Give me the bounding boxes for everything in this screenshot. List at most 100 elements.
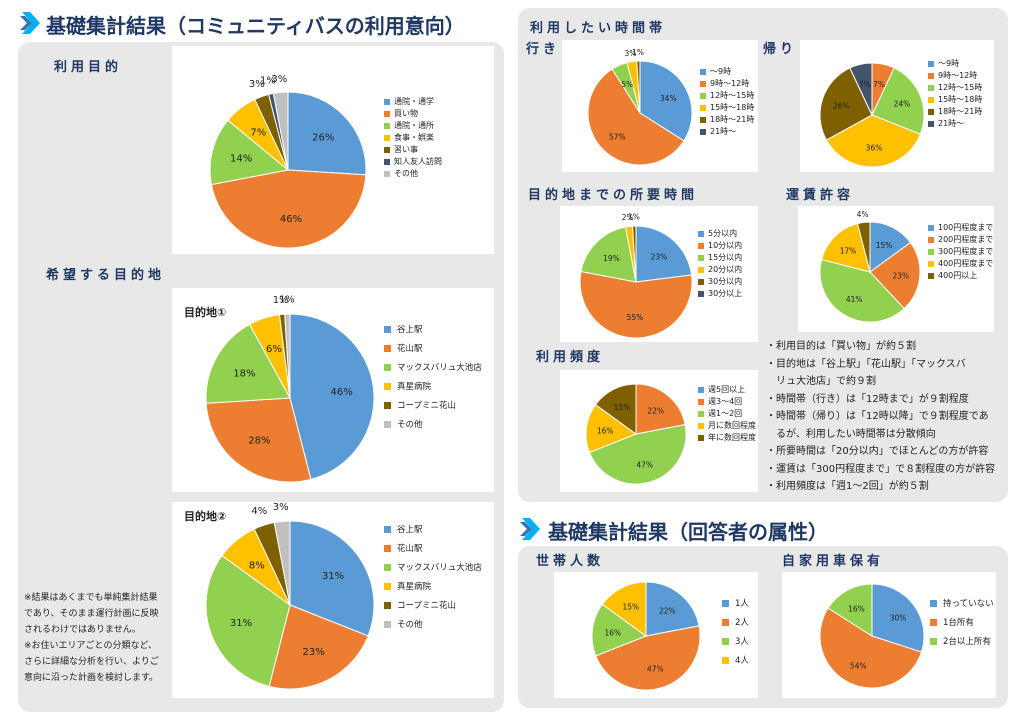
legend-swatch [700,69,706,75]
legend-label: 30分以上 [708,289,743,298]
dest2-legend-item-0: 谷上駅 [384,520,482,539]
legend-label: 21時～ [710,127,737,136]
dest1-label-0: 46% [331,387,353,398]
freq-label-3: 16% [597,427,614,436]
freq-label-1: 22% [647,407,664,416]
footnote-line-1: であり、そのまま運行計画に反映 [24,609,159,619]
household-legend-item-0: 1人 [722,594,749,613]
freq-pie-chart: 22% 47% 16% 15% [585,383,687,485]
legend-swatch [384,99,390,105]
purpose-legend: 通院・通学 買い物 通院・通所 食事・娯楽 習い事 知人友人訪問 その他 [384,96,442,180]
dest2-label-5: 3% [273,502,289,513]
travel-pie-chart: 23% 55% 19% 2%1% [579,212,693,339]
legend-swatch [384,364,391,371]
car-slice-1 [819,607,923,689]
household-label-3: 15% [622,603,639,612]
note-line-5: るが、利用したい時間帯は分散傾向 [766,428,936,440]
legend-swatch [698,423,704,429]
legend-swatch [698,291,704,297]
go-legend: ～9時 9時～12時 12時～15時 15時～18時 18時～21時 21時～ [700,66,754,138]
legend-label: 400円程度まで [938,259,994,268]
legend-swatch [928,249,934,255]
legend-swatch [698,399,704,405]
legend-label: 谷上駅 [397,524,423,535]
summary-notes: ・利用目的は「買い物」が約５割 ・目的地は「谷上駅」「花山駅」「マックスバ リュ大… [766,338,995,496]
dest2-legend-item-2: マックスバリュ大池店 [384,558,482,577]
dest2-label-2: 31% [230,618,252,629]
legend-swatch [384,545,391,552]
purpose-legend-item-0: 通院・通学 [384,96,442,108]
legend-swatch [384,621,391,628]
legend-label: 週1～2回 [708,409,743,418]
legend-swatch [700,81,706,87]
purpose-legend-item-4: 習い事 [384,144,442,156]
freq-legend-item-2: 週1～2回 [698,408,756,420]
car-legend-item-0: 持っていない [930,594,994,613]
legend-label: 真星病院 [397,381,432,392]
dest1-label-2: 18% [233,368,255,379]
travel-legend-item-5: 30分以上 [698,288,742,300]
return-legend-item-1: 9時～12時 [928,70,982,82]
purpose-label-4: 3% [249,79,265,90]
legend-label: 谷上駅 [397,324,423,335]
fare-label-0: 15% [876,241,893,250]
legend-swatch [928,261,934,267]
dest1-slice-2 [205,323,291,404]
note-line-7: ・運賃は「300円程度まで」で８割程度の方が許容 [766,463,996,475]
return-label-5: 7% [859,80,871,89]
go-heading: 行き [526,42,561,57]
purpose-label-2: 14% [230,153,252,164]
fare-slice-1 [869,241,921,310]
fare-pie-chart: 15% 23% 41% 17% 4% [819,210,921,323]
car-heading: 自家用車保有 [782,554,885,569]
car-legend-item-2: 2台以上所有 [930,632,994,651]
legend-label: 習い事 [394,145,418,154]
go-pie-chart: 34% 57% 5% 3%1% [587,48,693,166]
purpose-label-3: 7% [250,127,266,138]
fare-legend-item-1: 200円程度まで [928,234,993,246]
note-line-2: リュ大池店」で約９割 [766,376,876,387]
legend-swatch [384,171,390,177]
footnote-line-3: ※お住いエリアごとの分類など、 [24,641,158,651]
legend-label: 週3～4回 [708,397,743,406]
travel-label-2: 19% [603,254,620,263]
legend-swatch [928,85,934,91]
travel-legend-item-3: 20分以内 [698,264,742,276]
dest1-slice-0 [289,313,375,480]
go-legend-item-1: 9時～12時 [700,78,754,90]
legend-swatch [698,255,704,261]
dest2-slice-2 [205,554,291,687]
purpose-legend-item-6: その他 [384,168,442,180]
note-line-0: ・利用目的は「買い物」が約５割 [766,341,916,352]
legend-swatch [698,435,704,441]
fare-heading: 運賃許容 [786,188,855,203]
return-legend-item-5: 21時～ [928,118,982,130]
legend-swatch [384,147,390,153]
note-line-3: ・時間帯（行き）は「12時まで」が９割程度 [766,393,969,405]
legend-swatch [930,619,937,626]
legend-label: 持っていない [943,598,994,609]
fare-legend-item-2: 300円程度まで [928,246,993,258]
left-title: 基礎集計結果（コミュニティバスの利用意向） [46,14,465,38]
dest2-legend-item-5: その他 [384,615,482,634]
legend-label: ～9時 [710,67,732,76]
purpose-label-5: 1% [260,76,276,87]
legend-swatch [928,273,934,279]
go-slice-4 [636,60,641,114]
car-pie-chart: 30% 54% 16% [819,583,925,689]
legend-label: 18時～21時 [710,115,755,124]
fare-slice-2 [819,258,905,323]
dest1-legend: 谷上駅 花山駅 マックスバリュ大池店 真星病院 コープミニ花山 その他 [384,320,482,434]
dest1-label-3: 6% [266,344,282,355]
dest1-legend-item-3: 真星病院 [384,377,482,396]
legend-label: 200円程度まで [938,235,994,244]
legend-swatch [384,564,391,571]
return-label-4: 26% [833,102,850,111]
legend-label: コープミニ花山 [397,600,456,611]
legend-label: 9時～12時 [710,79,750,88]
legend-label: 15時～18時 [938,95,983,104]
legend-label: 知人友人訪問 [394,157,442,166]
legend-swatch [928,61,934,67]
travel-slice-0 [635,225,693,283]
go-legend-item-2: 12時～15時 [700,90,754,102]
